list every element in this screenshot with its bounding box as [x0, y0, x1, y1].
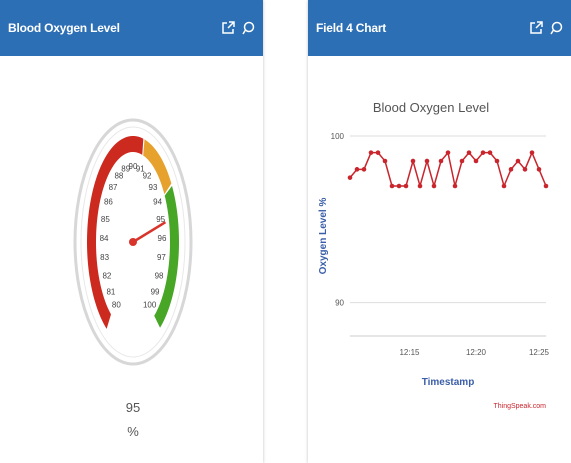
- gauge-tick-label: 97: [157, 253, 166, 262]
- data-point: [543, 183, 549, 189]
- gauge-tick-label: 91: [136, 164, 145, 173]
- data-point: [424, 158, 430, 164]
- x-axis-label: Timestamp: [422, 377, 475, 388]
- data-point: [459, 158, 465, 164]
- data-point: [417, 183, 423, 189]
- external-link-icon[interactable]: [529, 21, 543, 35]
- gauge-band: [87, 136, 144, 329]
- data-point: [389, 183, 395, 189]
- data-point: [515, 158, 521, 164]
- chart-panel-body: Blood Oxygen Level 100 90 12:15 12:20 12:25 Ox…: [308, 56, 571, 463]
- gauge-needle-pivot: [129, 238, 137, 246]
- series-line: [349, 150, 547, 189]
- data-point: [368, 150, 374, 155]
- gauge-tick-label: 95: [156, 215, 165, 224]
- data-point: [501, 183, 507, 189]
- data-point: [445, 150, 451, 155]
- data-point: [410, 158, 416, 164]
- gauge-tick-label: 96: [158, 234, 167, 243]
- gauge-tick-label: 80: [112, 300, 121, 309]
- data-point: [396, 183, 402, 189]
- gauge-tick-label: 87: [109, 183, 118, 192]
- gauge-panel-title: Blood Oxygen Level: [8, 21, 120, 35]
- chart-panel-header: Field 4 Chart: [308, 0, 571, 56]
- data-point: [529, 150, 535, 155]
- data-point: [494, 158, 500, 164]
- gauge-panel: Blood Oxygen Level 80 81 82 83 84 85 86 87 88 89 9…: [0, 0, 263, 463]
- gauge-tick-label: 88: [114, 172, 123, 181]
- gauge-tick-label: 83: [100, 253, 109, 262]
- gauge-tick-label: 92: [143, 172, 152, 181]
- data-point: [452, 183, 458, 189]
- x-tick-label: 12:20: [466, 348, 487, 357]
- data-point: [508, 167, 514, 172]
- chart-credit: ThingSpeak.com: [493, 403, 546, 410]
- gauge-panel-header: Blood Oxygen Level: [0, 0, 263, 56]
- gauge-value: 95: [126, 400, 140, 415]
- data-point: [438, 158, 444, 164]
- data-point: [466, 150, 472, 155]
- gauge-tick-label: 98: [155, 271, 164, 280]
- data-point: [473, 158, 479, 164]
- gauge-tick-label: 100: [143, 300, 157, 309]
- gauge-tick-label: 81: [106, 287, 115, 296]
- data-point: [354, 167, 360, 172]
- gauge-tick-label: 82: [102, 271, 111, 280]
- gauge-tick-label: 90: [129, 162, 138, 171]
- data-point: [375, 150, 381, 155]
- x-tick-label: 12:25: [529, 348, 550, 357]
- chart-title: Blood Oxygen Level: [373, 100, 489, 115]
- data-point: [382, 158, 388, 164]
- data-point: [431, 183, 437, 189]
- data-point: [522, 167, 528, 172]
- gauge-band: [143, 139, 172, 195]
- data-point: [347, 175, 353, 180]
- data-point: [487, 150, 493, 155]
- data-point: [536, 167, 542, 172]
- y-axis-label: Oxygen Level %: [318, 198, 329, 275]
- gauge-panel-body: 80 81 82 83 84 85 86 87 88 89 90 91 92 93 94 95 96 97 98 99…: [0, 56, 263, 463]
- data-point: [403, 183, 409, 189]
- comment-icon[interactable]: [241, 21, 255, 35]
- data-point: [361, 167, 367, 172]
- gauge-unit: %: [127, 424, 139, 439]
- gauge-needle: [132, 221, 167, 244]
- x-tick-label: 12:15: [399, 348, 420, 357]
- gauge-tick-label: 89: [121, 164, 130, 173]
- y-tick-label: 90: [335, 299, 344, 308]
- gauge-tick-label: 84: [100, 234, 109, 243]
- line-chart: Blood Oxygen Level 100 90 12:15 12:20 12:25 Ox…: [318, 100, 550, 410]
- gauge-tick-label: 99: [151, 287, 160, 296]
- line-chart-panel: Field 4 Chart Blood Oxygen Level 100 90 12:…: [308, 0, 571, 463]
- external-link-icon[interactable]: [221, 21, 235, 35]
- gauge-tick-label: 93: [149, 183, 158, 192]
- data-point: [480, 150, 486, 155]
- gauge-tick-label: 86: [104, 198, 113, 207]
- gauge-band: [154, 185, 179, 328]
- y-tick-label: 100: [331, 132, 345, 141]
- gauge-tick-label: 94: [153, 198, 162, 207]
- comment-icon[interactable]: [549, 21, 563, 35]
- chart-panel-title: Field 4 Chart: [316, 21, 387, 35]
- gauge-tick-label: 85: [101, 215, 110, 224]
